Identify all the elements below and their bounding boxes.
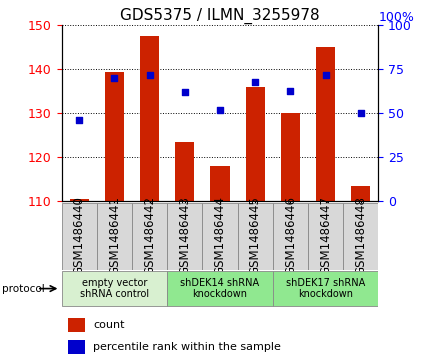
Bar	[246, 87, 265, 201]
Point	[76, 118, 83, 123]
Text: GSM1486440: GSM1486440	[73, 196, 86, 275]
Text: shDEK17 shRNA
knockdown: shDEK17 shRNA knockdown	[286, 278, 365, 299]
Text: percentile rank within the sample: percentile rank within the sample	[93, 342, 281, 352]
Point	[181, 89, 188, 95]
Text: GSM1486444: GSM1486444	[213, 196, 227, 275]
Bar	[62, 271, 167, 306]
Point	[252, 79, 259, 85]
Text: GSM1486441: GSM1486441	[108, 196, 121, 275]
Bar	[202, 203, 238, 270]
Text: GSM1486448: GSM1486448	[354, 196, 367, 275]
Point	[357, 110, 364, 116]
Text: GSM1486446: GSM1486446	[284, 196, 297, 275]
Bar	[175, 142, 194, 201]
Bar	[238, 203, 273, 270]
Bar	[343, 203, 378, 270]
Bar	[308, 203, 343, 270]
Text: empty vector
shRNA control: empty vector shRNA control	[80, 278, 149, 299]
Title: GDS5375 / ILMN_3255978: GDS5375 / ILMN_3255978	[120, 8, 320, 24]
Text: protocol: protocol	[2, 284, 45, 294]
Point	[322, 72, 329, 78]
Point	[287, 87, 294, 93]
Bar	[140, 36, 159, 201]
Bar	[97, 203, 132, 270]
Text: count: count	[93, 320, 125, 330]
Text: 100%: 100%	[378, 11, 414, 24]
Point	[146, 72, 153, 78]
Bar	[167, 203, 202, 270]
Text: GSM1486447: GSM1486447	[319, 196, 332, 275]
Bar	[68, 339, 85, 354]
Bar	[281, 113, 300, 201]
Bar	[351, 186, 370, 201]
Bar	[62, 203, 97, 270]
Bar	[273, 203, 308, 270]
Text: shDEK14 shRNA
knockdown: shDEK14 shRNA knockdown	[180, 278, 260, 299]
Bar	[105, 72, 124, 201]
Point	[111, 75, 118, 81]
Bar	[132, 203, 167, 270]
Point	[216, 107, 224, 113]
Text: GSM1486442: GSM1486442	[143, 196, 156, 275]
Text: GSM1486445: GSM1486445	[249, 196, 262, 275]
Bar	[70, 199, 89, 201]
Bar	[167, 271, 273, 306]
Bar	[316, 48, 335, 201]
Bar	[210, 166, 230, 201]
Text: GSM1486443: GSM1486443	[178, 196, 191, 275]
Bar	[273, 271, 378, 306]
Bar	[68, 318, 85, 332]
